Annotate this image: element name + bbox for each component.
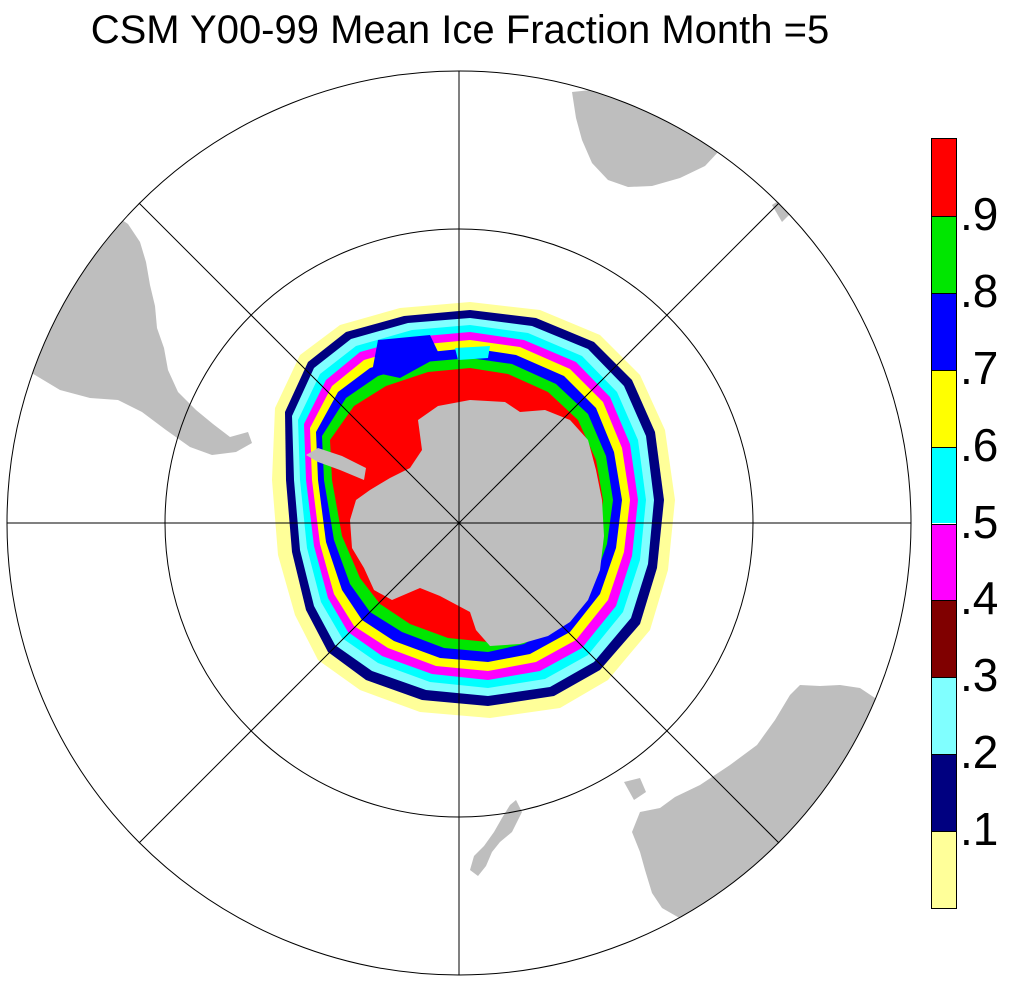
legend-label: .9 bbox=[960, 187, 999, 240]
legend-label: .1 bbox=[960, 803, 999, 856]
graticule bbox=[6, 70, 912, 976]
polar-map bbox=[6, 70, 912, 976]
ice-patch-cyan bbox=[455, 346, 490, 360]
africa-landmass bbox=[572, 88, 720, 187]
tasmania-landmass bbox=[624, 778, 646, 800]
antarctic-peninsula-landmass bbox=[306, 448, 366, 480]
legend-label: .8 bbox=[960, 264, 999, 317]
legend-swatch bbox=[932, 446, 956, 524]
legend-swatch bbox=[932, 139, 956, 216]
map-title: CSM Y00-99 Mean Ice Fraction Month =5 bbox=[90, 8, 830, 52]
legend-label: .3 bbox=[960, 649, 999, 702]
legend-label: .6 bbox=[960, 418, 999, 471]
legend-label: .4 bbox=[960, 572, 999, 625]
legend-swatch bbox=[932, 677, 956, 755]
ice-patch-blue bbox=[372, 335, 440, 378]
legend-swatch bbox=[932, 600, 956, 678]
legend-label: .7 bbox=[960, 341, 999, 394]
legend-label: .5 bbox=[960, 495, 999, 548]
legend-colorbar bbox=[931, 138, 957, 909]
legend-swatch bbox=[932, 831, 956, 908]
legend-label: .2 bbox=[960, 726, 999, 779]
new-zealand-landmass bbox=[470, 800, 522, 876]
legend-swatch bbox=[932, 754, 956, 832]
legend-swatch bbox=[932, 215, 956, 293]
legend-swatch bbox=[932, 523, 956, 601]
legend-swatch bbox=[932, 369, 956, 447]
legend-swatch bbox=[932, 292, 956, 370]
